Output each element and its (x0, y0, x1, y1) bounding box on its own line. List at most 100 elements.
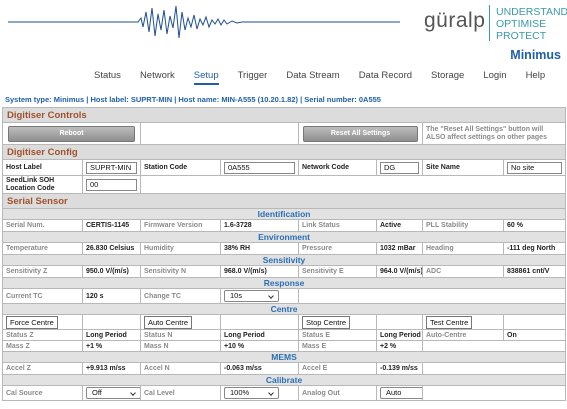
empty-cell (140, 122, 299, 145)
field-label: Link Status (298, 219, 377, 232)
label-text: Current TC (6, 292, 43, 300)
field-label: Mass E (298, 340, 377, 352)
table-row: Environment (1, 231, 567, 243)
reboot-button[interactable]: Reboot (7, 125, 136, 142)
field-value: CERTIS-1145 (82, 219, 141, 232)
field-value: On (502, 329, 567, 341)
value-text: Long Period (224, 331, 265, 339)
label-text: ADC (426, 268, 442, 275)
reset-button[interactable]: Reset All Settings (303, 125, 418, 142)
field-label: Sensitivity E (298, 265, 377, 278)
system-info: System type: Minimus | Host label: SUPRT… (5, 95, 381, 104)
text-input[interactable]: No site (507, 161, 563, 174)
nav-link[interactable]: Setup (193, 70, 219, 85)
nav-link[interactable]: Help (525, 70, 546, 81)
field-label: Mass N (140, 340, 221, 352)
centre-button[interactable]: Stop Centre (302, 315, 351, 329)
note: The "Reset All Settings" button will ALS… (421, 122, 567, 145)
empty-cell (82, 314, 141, 330)
nav-link[interactable]: Data Record (358, 70, 413, 81)
empty-cell (421, 362, 567, 375)
group-header: Calibrate (1, 374, 567, 386)
nav-link[interactable]: Status (94, 70, 121, 81)
label-text: Cal Source (6, 389, 43, 397)
group-header: Sensitivity (1, 254, 567, 266)
table-row: Status Z Long Period Status N Long Period St… (2, 329, 567, 341)
label-text: Host Label (6, 164, 42, 171)
value-text: 120 s (86, 292, 104, 300)
section-header: Serial Sensor (1, 193, 567, 209)
dropdown[interactable]: 100% (224, 387, 279, 399)
nav-link[interactable]: Data Stream (286, 70, 340, 81)
table-row: Serial Num. CERTIS-1145 Firmware Version 1.… (2, 219, 567, 232)
dropdown[interactable]: 10s (224, 290, 279, 302)
dropdown[interactable]: Auto (380, 387, 422, 399)
nav-link[interactable]: Network (139, 70, 175, 81)
nav-link[interactable]: Storage (431, 70, 465, 81)
text-input[interactable]: SUPRT-MIN (86, 161, 137, 174)
table-row: Temperature 26.830 Celsius Humidity 38% RH P… (2, 242, 567, 255)
group-title: Calibrate (265, 375, 303, 385)
value-text: 1.6-3728 (224, 222, 252, 229)
field-label: Serial Num. (2, 219, 83, 232)
nav-link[interactable]: Trigger (237, 70, 268, 81)
field-value: +2 % (376, 340, 423, 352)
field-value: Off (82, 385, 141, 401)
field-value: 838861 cnt/V (502, 265, 567, 278)
value-text: -0.139 m/ss (380, 365, 418, 372)
field-input-cell: DG (376, 159, 423, 176)
field-value: +1 % (82, 340, 141, 352)
table-row: Cal Source Off Cal Level 100% Analog Out Auto (2, 385, 567, 401)
label-text: Accel Z (6, 365, 31, 372)
field-value: Long Period (376, 329, 423, 341)
group-header: Environment (1, 231, 567, 243)
value-text: +10 % (224, 342, 245, 350)
table-row: Sensitivity (1, 254, 567, 266)
field-value: 100% (220, 385, 299, 401)
empty-cell (139, 175, 567, 194)
dropdown[interactable]: Off (86, 387, 140, 399)
label-text: Status N (144, 331, 173, 339)
text-input[interactable]: DG (380, 161, 419, 174)
group-title: Identification (257, 209, 311, 219)
field-label: Network Code (298, 159, 377, 176)
section-title: Digitiser Controls (7, 109, 87, 121)
label-text: PLL Stability (426, 222, 469, 229)
label-text: Serial Num. (6, 222, 45, 229)
table-row: Sensitivity Z 950.0 V/(m/s) Sensitivity N 9… (2, 265, 567, 278)
value-text: 60 % (507, 222, 523, 229)
field-label: Site Name (422, 159, 504, 176)
value-text: CERTIS-1145 (86, 222, 130, 229)
waveform-line (8, 5, 400, 39)
empty-cell (220, 314, 299, 330)
text-input[interactable]: 00 (86, 178, 137, 191)
value-text: Active (380, 222, 402, 229)
label-text: Network Code (302, 164, 350, 171)
value-text: 38% RH (224, 245, 251, 252)
label-text: Site Name (426, 164, 460, 171)
field-value: 38% RH (220, 242, 299, 255)
table-row: Response (1, 277, 567, 289)
table-row: Identification (1, 208, 567, 220)
label-text: Change TC (144, 292, 181, 300)
nav-link[interactable]: Login (483, 70, 507, 81)
centre-button[interactable]: Auto Centre (144, 315, 193, 329)
field-value: 60 % (502, 219, 567, 232)
label-text: Humidity (144, 245, 174, 252)
centre-button[interactable]: Force Centre (6, 315, 58, 329)
text-input[interactable]: 0A555 (224, 161, 295, 174)
centre-button[interactable]: Test Centre (426, 315, 473, 329)
field-label: Cal Level (140, 385, 221, 401)
value-text: 950.0 V/(m/s) (86, 268, 129, 275)
group-title: MEMS (271, 352, 297, 362)
button-cell: Stop Centre (298, 314, 377, 330)
button-cell: Reset All Settings (298, 122, 423, 145)
value-text: +2 % (380, 342, 397, 350)
empty-cell (421, 340, 567, 352)
value-text: 964.0 V/(m/s) (380, 268, 423, 275)
table-row: Centre (1, 303, 567, 315)
field-input-cell: SUPRT-MIN (82, 159, 141, 176)
table-row: Digitiser Config (1, 144, 567, 160)
value-text: 1032 mBar (380, 245, 416, 252)
